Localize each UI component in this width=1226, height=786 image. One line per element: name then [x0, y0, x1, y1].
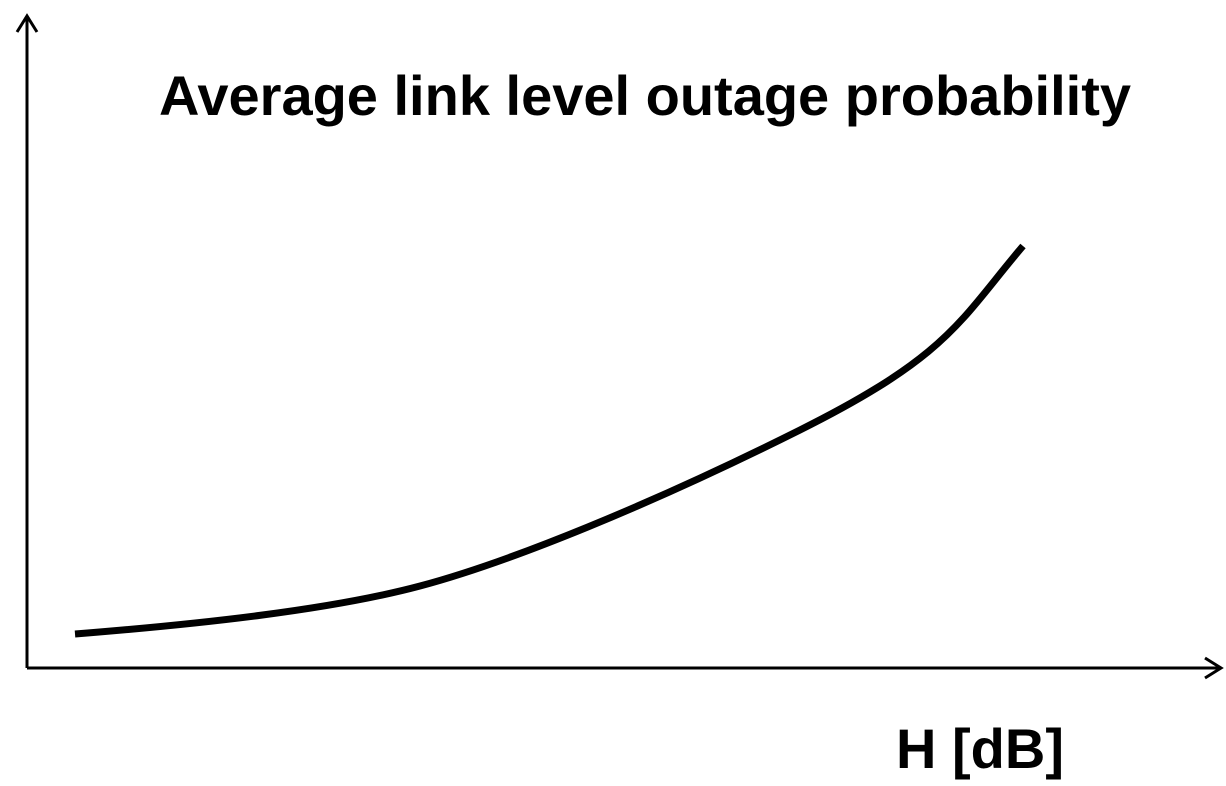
- x-axis-label: H [dB]: [896, 717, 1064, 780]
- x-axis: [27, 656, 1224, 680]
- curve: [74, 243, 1026, 638]
- y-axis: [15, 13, 39, 668]
- x-axis-arrow: [1204, 656, 1224, 680]
- y-axis-arrow: [15, 13, 39, 33]
- title: Average link level outage probability: [159, 64, 1131, 127]
